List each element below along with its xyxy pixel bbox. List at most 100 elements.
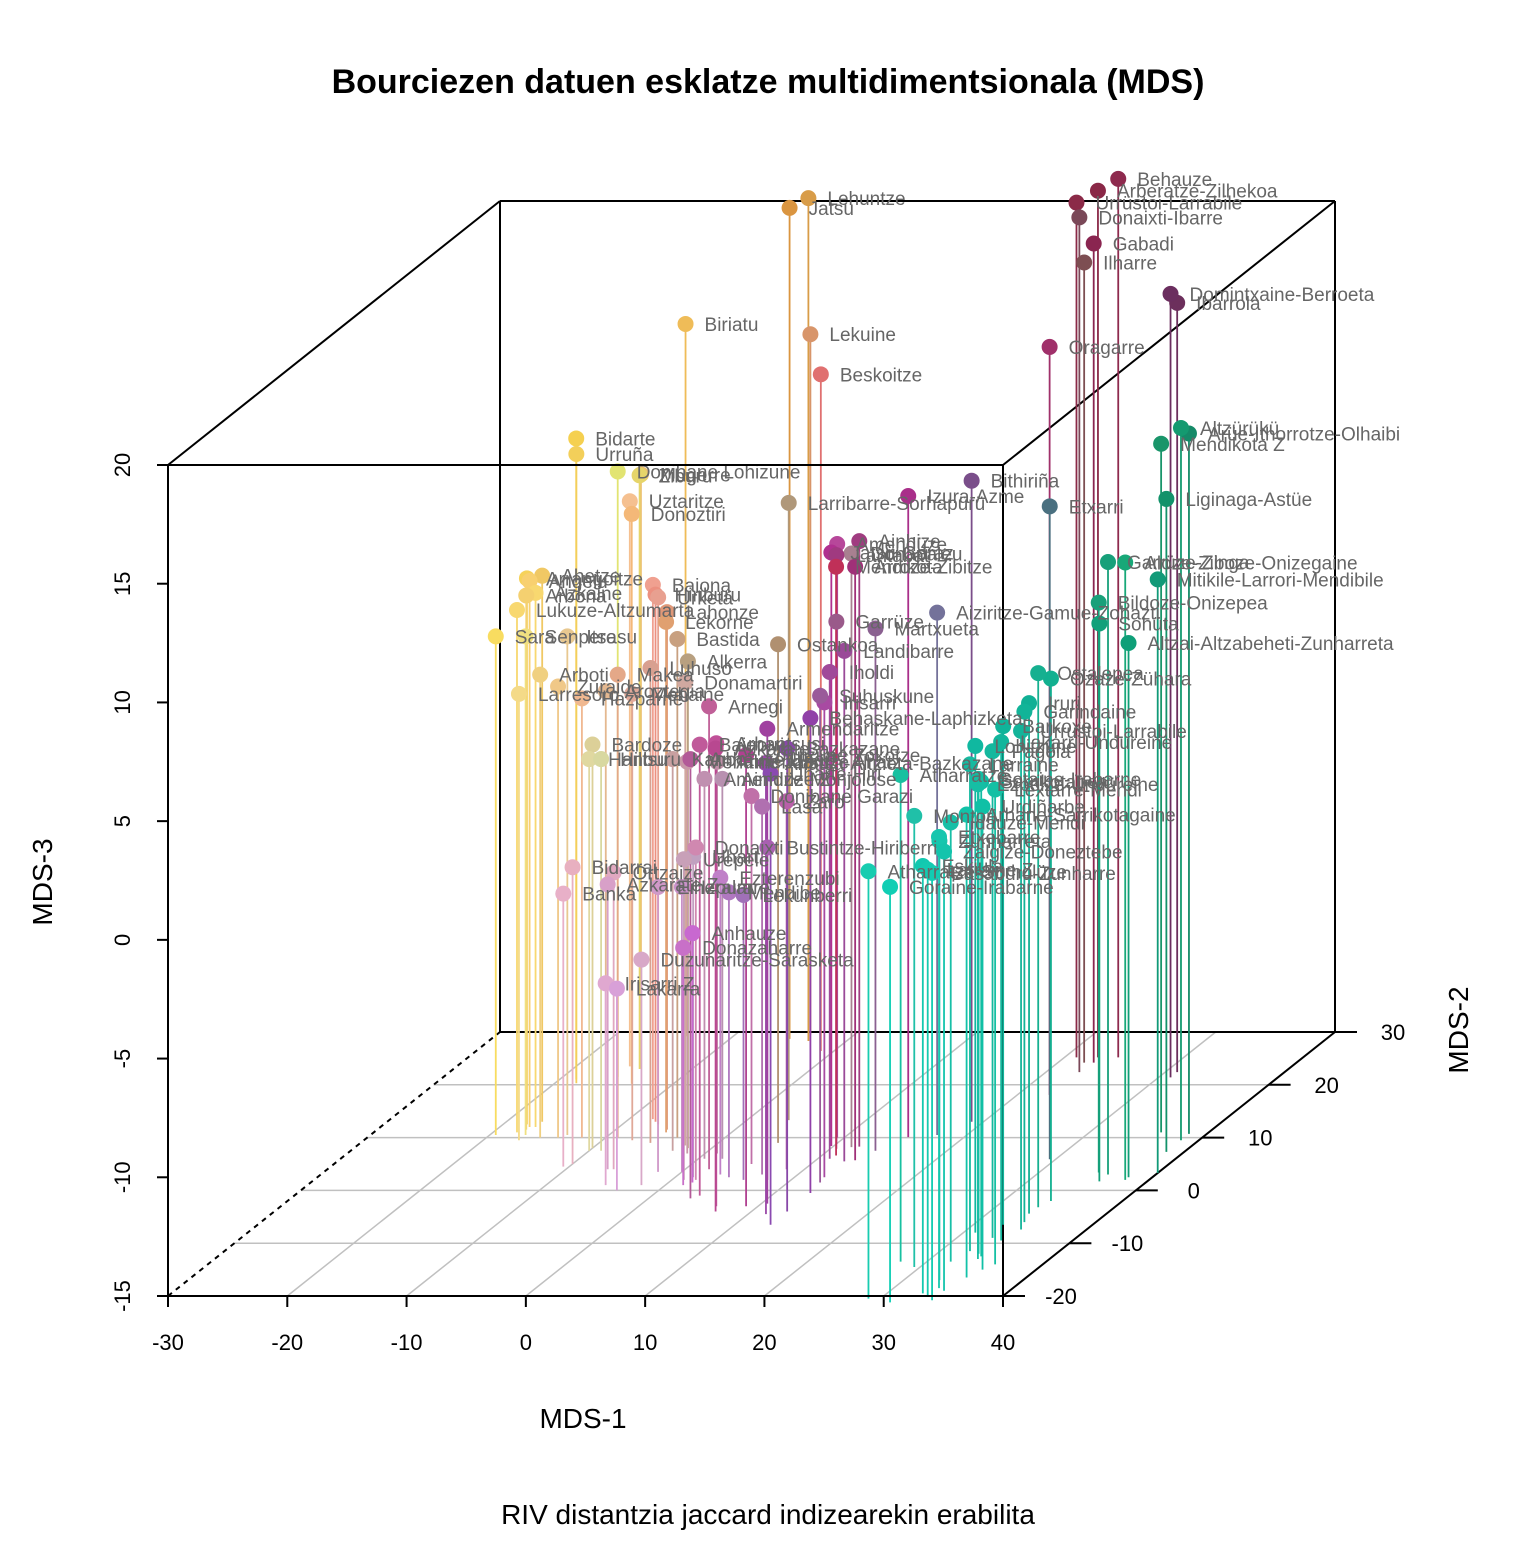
point-label: Izura-Azme <box>927 487 1024 508</box>
point-label: Urketa <box>677 588 733 609</box>
data-point <box>677 315 694 332</box>
data-point <box>673 879 690 896</box>
point-label: Lehuntze <box>827 189 905 210</box>
point-label: Lohitzüne Zokotze <box>765 746 920 767</box>
z-tick-label: -15 <box>110 1280 135 1312</box>
data-point <box>1100 553 1117 570</box>
data-point <box>573 690 590 707</box>
data-point <box>743 787 760 804</box>
point-label: Donaixti-Ibarre <box>1098 208 1223 229</box>
point-label: Iruri <box>1048 694 1081 715</box>
data-point <box>691 736 708 753</box>
z-tick-label: 0 <box>110 934 135 946</box>
point-label: Lextarre-Mendi <box>1014 780 1142 801</box>
data-point <box>675 851 692 868</box>
data-point <box>802 710 819 727</box>
point-label: Anhauze <box>711 924 786 945</box>
point-label: Arroze-Zibitze <box>874 558 992 579</box>
point-label: Kanbo <box>692 750 747 771</box>
point-label: Aiziritze-Gamue-Zohazti <box>956 604 1160 625</box>
data-point <box>1153 435 1170 452</box>
point-label: Senpere <box>545 627 617 648</box>
data-point <box>650 589 667 606</box>
point-label: Bildoze-Onizepea <box>1118 594 1268 615</box>
data-point <box>963 472 980 489</box>
data-point <box>550 678 567 695</box>
point-label: Arrangoitze <box>546 569 643 590</box>
data-point <box>762 765 779 782</box>
point-label: Arnegi <box>728 697 783 718</box>
data-point <box>780 494 797 511</box>
data-point <box>605 864 622 881</box>
point-label: Lakarri-Undureine <box>1020 733 1172 754</box>
data-point <box>1076 254 1093 271</box>
point-label: Sarrikotapea <box>1000 773 1108 794</box>
y-tick-label: 30 <box>1381 1020 1405 1045</box>
data-point <box>759 720 776 737</box>
point-label: Etxebarre <box>958 828 1040 849</box>
data-point <box>568 430 585 447</box>
point-label: Altzürükü <box>1200 419 1279 440</box>
x-axis: -30 -20 -10 0 10 20 30 40 <box>152 1296 1015 1355</box>
drop-lines <box>494 178 1190 1303</box>
point-label: Ahatsa-Altzieta-Bazkazane <box>785 754 1013 775</box>
point-label: Ziburu <box>659 466 713 487</box>
point-label: Arhantsusi <box>735 734 825 755</box>
point-label: Behauze <box>1137 170 1212 191</box>
data-point <box>701 698 718 715</box>
z-tick-label: -10 <box>110 1161 135 1193</box>
point-label: Donibane Lohizune <box>637 462 801 483</box>
data-point <box>882 878 899 895</box>
point-label: Pagola <box>1012 742 1072 763</box>
point-label: Sara <box>515 627 556 648</box>
data-point <box>712 869 729 886</box>
x-tick-label: -30 <box>152 1330 184 1355</box>
data-point <box>958 806 975 823</box>
point-label: Anhauze Uhart <box>709 750 836 771</box>
data-point <box>555 885 572 902</box>
data-point <box>696 770 713 787</box>
y-axis: -20 -10 0 10 20 30 <box>1003 1020 1405 1309</box>
point-label: Domintxaine-Berroeta <box>1190 285 1375 306</box>
data-point <box>828 547 845 564</box>
point-label: Mehaine <box>651 685 724 706</box>
data-point <box>621 493 638 510</box>
data-point <box>677 674 694 691</box>
point-label: Donazaharre <box>702 939 812 960</box>
data-point <box>679 653 696 670</box>
point-label: Arbona <box>545 586 607 607</box>
y-axis-title: MDS-2 <box>1443 986 1474 1073</box>
data-point <box>759 839 776 856</box>
point-label: Ozaze-Zühara <box>1070 670 1192 691</box>
point-label: Montori <box>933 807 996 828</box>
data-point <box>867 620 884 637</box>
point-label: Mehaine Jatsu <box>706 753 830 774</box>
data-point <box>931 828 948 845</box>
point-label: Lasa <box>781 798 823 819</box>
box-edge <box>167 1031 501 1297</box>
point-label: Ilharre <box>1103 253 1157 274</box>
point-label: Hiltsu <box>620 750 668 771</box>
point-label: Lukuze-Altzumarta <box>536 601 695 622</box>
data-point <box>778 793 795 810</box>
data-point <box>534 567 551 584</box>
data-point <box>510 685 527 702</box>
data-point <box>664 751 681 768</box>
point-label: Biriatu <box>705 315 759 336</box>
data-point <box>993 733 1010 750</box>
point-label: Garrüze-Zinga <box>1127 553 1250 574</box>
point-label: Lekorne <box>685 613 754 634</box>
point-label: Mugerre <box>660 465 731 486</box>
point-label: Zunharreta <box>958 832 1051 853</box>
point-label: Mendibe <box>748 883 821 904</box>
data-point <box>623 505 640 522</box>
data-point <box>559 628 576 645</box>
x-tick-label: 40 <box>991 1330 1015 1355</box>
data-point <box>936 843 953 860</box>
point-label: Lekunberri <box>763 886 853 907</box>
data-point <box>517 628 534 645</box>
point-label: Lahonze <box>686 603 759 624</box>
point-label: Bidarte <box>595 429 655 450</box>
point-label: Bastida <box>696 630 760 651</box>
data-point <box>593 751 610 768</box>
